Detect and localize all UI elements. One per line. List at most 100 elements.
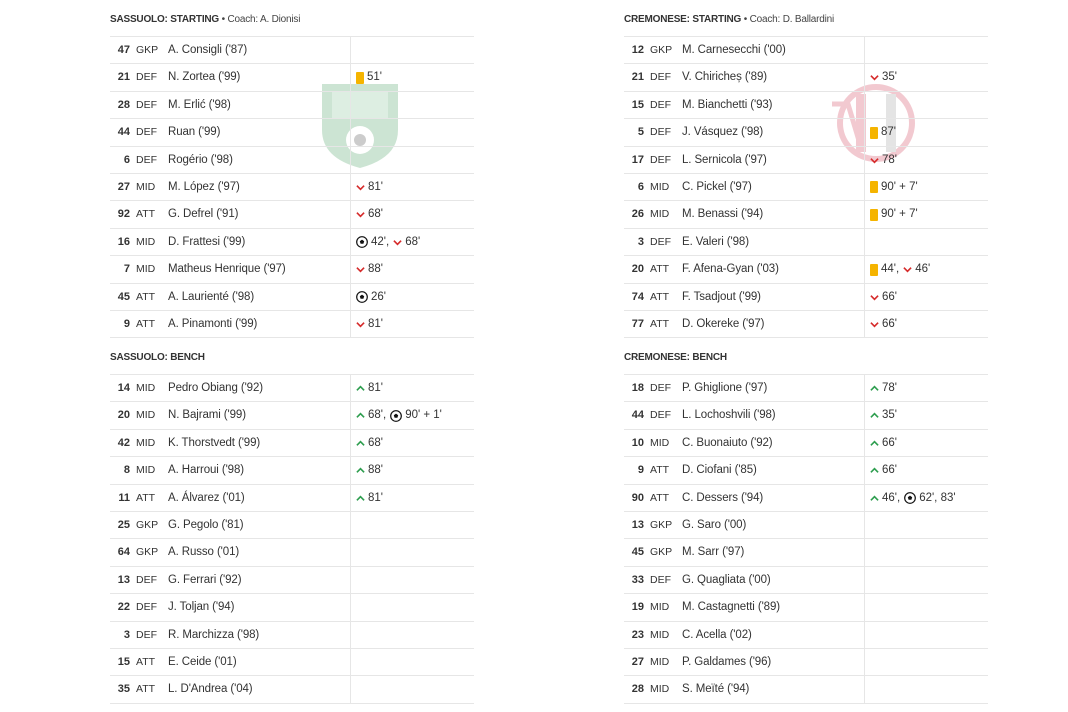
player-number: 20 [631, 263, 644, 276]
player-row: 35 ATT L. D'Andrea ('04) [110, 676, 474, 704]
player-row: 27 MID M. López ('97) 81' [110, 173, 474, 202]
sub-in-event: 81' [356, 485, 383, 512]
soccer-ball-icon [356, 236, 368, 249]
yellow-card-event: 51' [356, 64, 382, 91]
away-starting-header: CREMONESE: STARTING • Coach: D. Ballardi… [624, 10, 988, 36]
player-number: 90 [631, 491, 644, 504]
player-number: 64 [117, 546, 130, 559]
player-position: DEF [136, 628, 157, 641]
player-number: 3 [637, 235, 644, 248]
player-name: N. Zortea ('99) [168, 71, 241, 84]
player-row: 27 MID P. Galdames ('96) [624, 648, 988, 677]
player-name: D. Ciofani ('85) [682, 464, 757, 477]
column-divider [864, 256, 865, 283]
player-row: 17 DEF L. Sernicola ('97) 78' [624, 146, 988, 174]
match-events: 81' [356, 485, 383, 512]
home-bench-section: SASSUOLO: BENCH 14 MID Pedro Obiang ('92) 8… [110, 348, 474, 704]
player-row: 92 ATT G. Defrel ('91) 68' [110, 201, 474, 229]
player-name: M. Bianchetti ('93) [682, 98, 773, 111]
player-number: 12 [631, 44, 644, 56]
sub-out-event: 46' [903, 256, 930, 283]
player-name: G. Defrel ('91) [168, 208, 239, 221]
sub-out-event: 35' [870, 64, 897, 91]
player-number: 6 [123, 153, 130, 166]
column-divider [864, 594, 865, 621]
match-events: 87' [870, 119, 896, 146]
player-number: 18 [631, 382, 644, 394]
yellow-card-event: 44', [870, 256, 899, 283]
player-number: 16 [117, 235, 130, 248]
player-number: 3 [123, 628, 130, 641]
player-name: E. Valeri ('98) [682, 235, 749, 248]
player-number: 13 [117, 573, 130, 586]
player-row: 5 DEF J. Vásquez ('98) 87' [624, 119, 988, 147]
chevron-down-icon [870, 294, 879, 300]
column-divider [350, 228, 351, 256]
player-row: 28 MID S. Meïté ('94) [624, 676, 988, 704]
player-number: 27 [631, 655, 644, 668]
player-position: GKP [136, 518, 159, 531]
player-row: 47 GKP A. Consigli ('87) [110, 37, 474, 65]
goal-event: 26' [356, 284, 386, 311]
player-position: ATT [650, 290, 670, 303]
player-position: ATT [136, 655, 156, 668]
home-starting-section: SASSUOLO: STARTING • Coach: A. Dionisi 4… [110, 10, 474, 339]
player-row: 74 ATT F. Tsadjout ('99) 66' [624, 283, 988, 311]
match-events: 90' + 7' [870, 201, 918, 228]
event-minute: 68' [368, 436, 383, 449]
player-position: DEF [650, 573, 671, 586]
player-position: MID [136, 409, 156, 422]
player-number: 42 [117, 436, 130, 449]
player-row: 7 MID Matheus Henrique ('97) 88' [110, 256, 474, 284]
sub-out-event: 88' [356, 256, 383, 283]
player-list: 47 GKP A. Consigli ('87) 21 DEF N. Zortea ('9… [110, 36, 474, 339]
event-minute: 42', [371, 235, 390, 248]
player-position: MID [650, 655, 670, 668]
player-name: G. Saro ('00) [682, 518, 747, 531]
chevron-down-icon [870, 157, 879, 164]
player-list: 14 MID Pedro Obiang ('92) 81' 20 MID N. Bajram… [110, 374, 474, 704]
player-number: 6 [637, 180, 644, 193]
player-row: 44 DEF Ruan ('99) [110, 119, 474, 147]
yellow-card-icon [870, 208, 878, 221]
soccer-ball-icon [904, 492, 917, 504]
match-events: 35' [870, 64, 897, 91]
player-row: 14 MID Pedro Obiang ('92) 81' [110, 375, 474, 403]
column-divider [350, 91, 351, 119]
away-starting-section: CREMONESE: STARTING • Coach: D. Ballardi… [624, 10, 988, 339]
column-divider [864, 375, 865, 402]
player-number: 92 [117, 208, 130, 221]
player-row: 77 ATT D. Okereke ('97) 66' [624, 310, 988, 339]
sub-in-event: 46', [870, 485, 900, 512]
player-name: Ruan ('99) [168, 126, 221, 139]
player-row: 9 ATT A. Pinamonti ('99) 81' [110, 310, 474, 339]
column-divider [350, 146, 351, 173]
match-events: 66' [870, 457, 897, 484]
sub-out-event: 68' [356, 201, 383, 228]
player-position: DEF [650, 126, 671, 139]
sub-out-event: 66' [870, 284, 897, 311]
player-row: 12 GKP M. Carnesecchi ('00) [624, 37, 988, 65]
event-minute: 81' [368, 382, 383, 394]
goal-event: 62', 83' [904, 485, 956, 512]
event-minute: 90' + 1' [405, 409, 442, 422]
player-name: R. Marchizza ('98) [168, 628, 260, 641]
sub-in-event: 81' [356, 375, 383, 402]
column-divider [350, 256, 351, 283]
column-divider [864, 119, 865, 146]
chevron-up-icon [870, 440, 879, 446]
yellow-card-event: 90' + 7' [870, 174, 918, 201]
yellow-card-icon [870, 263, 878, 276]
player-name: A. Laurienté ('98) [168, 290, 255, 303]
match-events: 44', 46' [870, 256, 930, 283]
player-row: 22 DEF J. Toljan ('94) [110, 594, 474, 622]
event-minute: 78' [882, 382, 897, 394]
player-position: GKP [650, 518, 673, 531]
column-divider [350, 375, 351, 402]
match-events: 35' [870, 402, 897, 429]
player-name: F. Tsadjout ('99) [682, 290, 761, 303]
home-bench-header: SASSUOLO: BENCH [110, 348, 474, 374]
player-name: C. Pickel ('97) [682, 180, 752, 193]
player-position: ATT [136, 491, 156, 504]
goal-event: 90' + 1' [390, 402, 442, 429]
